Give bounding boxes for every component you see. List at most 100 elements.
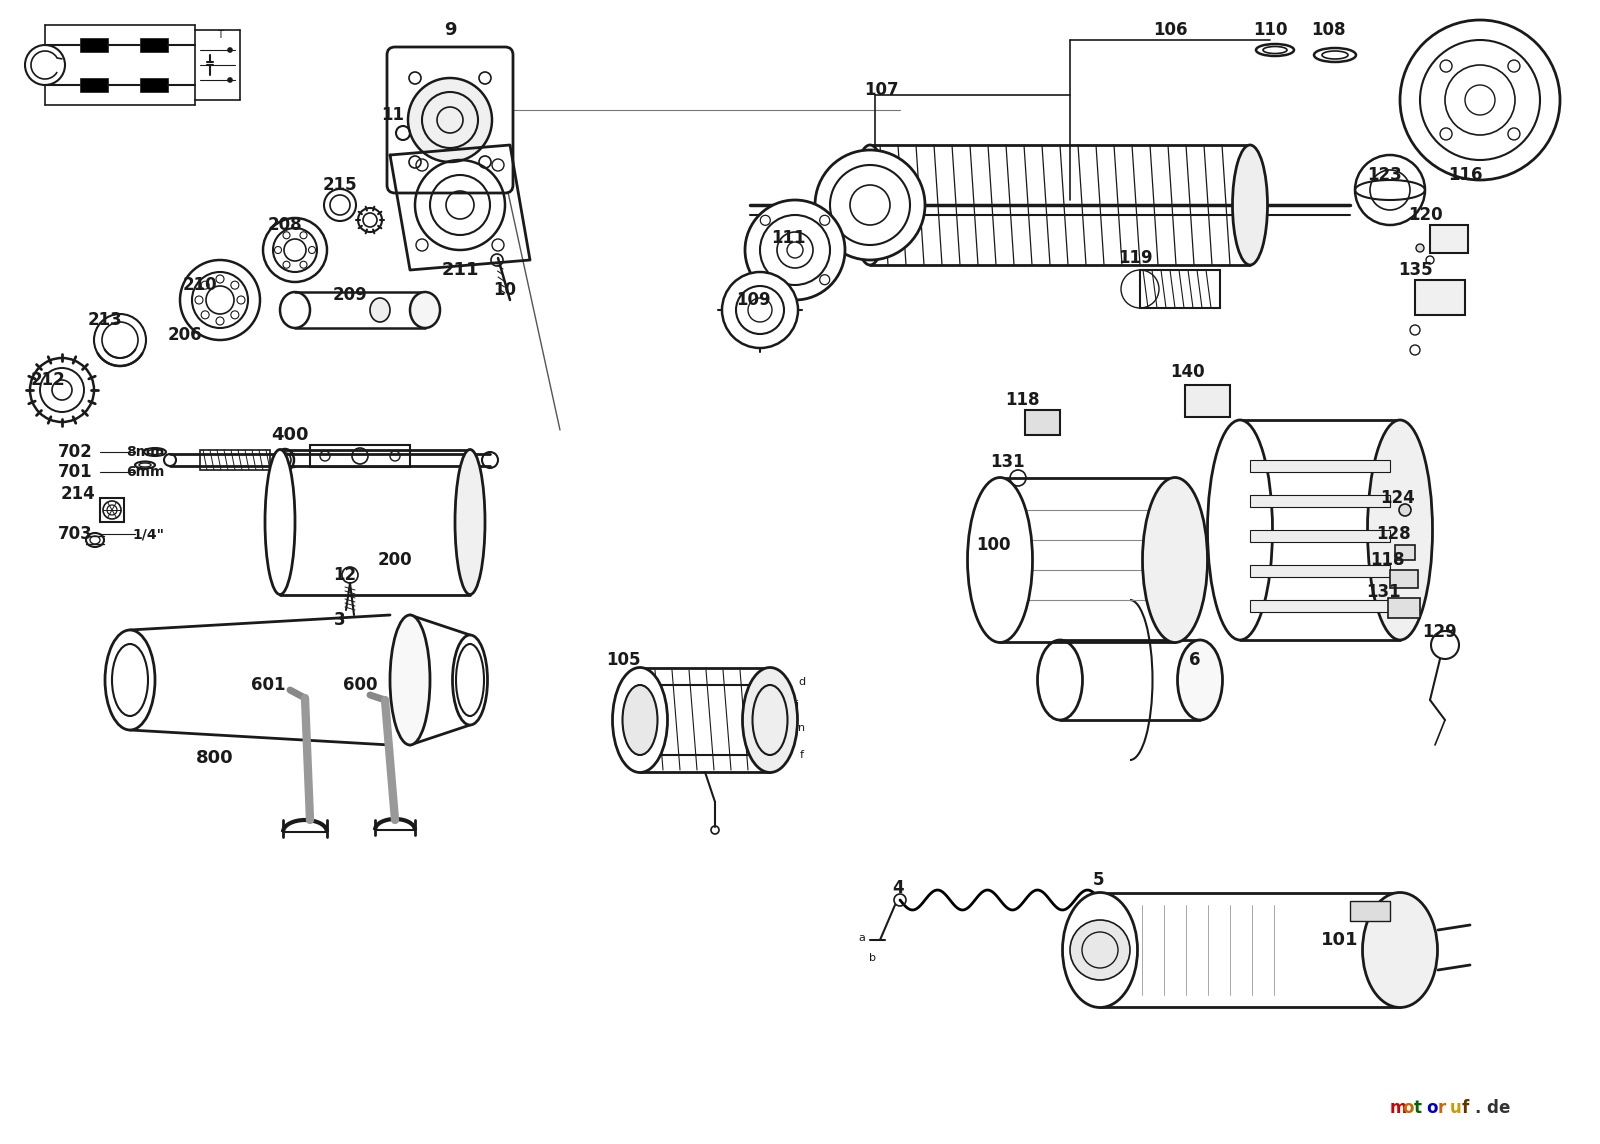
Ellipse shape <box>1178 639 1222 720</box>
Ellipse shape <box>622 685 658 755</box>
Text: 5: 5 <box>1093 871 1104 889</box>
Bar <box>1250 565 1390 577</box>
Text: 129: 129 <box>1422 623 1458 641</box>
Text: 109: 109 <box>736 291 770 309</box>
Ellipse shape <box>968 477 1032 643</box>
Circle shape <box>746 200 845 300</box>
Text: 9: 9 <box>443 21 456 39</box>
Text: 703: 703 <box>58 525 93 543</box>
Bar <box>1389 598 1421 618</box>
Text: 131: 131 <box>990 453 1026 471</box>
Text: 118: 118 <box>1005 391 1040 410</box>
Text: r: r <box>1438 1099 1446 1117</box>
Text: 116: 116 <box>1448 166 1482 184</box>
Text: 105: 105 <box>606 651 640 669</box>
Text: d: d <box>798 677 805 688</box>
Ellipse shape <box>410 292 440 328</box>
Text: 1/4": 1/4" <box>131 527 165 541</box>
Text: 210: 210 <box>182 276 218 294</box>
Ellipse shape <box>613 667 667 772</box>
Bar <box>1414 280 1466 315</box>
Bar <box>1390 570 1418 588</box>
Text: T: T <box>218 30 222 40</box>
Text: 123: 123 <box>1368 166 1402 184</box>
Text: o: o <box>1426 1099 1437 1117</box>
Text: 209: 209 <box>333 286 368 304</box>
Circle shape <box>408 78 493 162</box>
Ellipse shape <box>1142 477 1208 643</box>
Text: 600: 600 <box>342 676 378 694</box>
Text: 108: 108 <box>1310 21 1346 39</box>
Bar <box>1250 495 1390 507</box>
Ellipse shape <box>453 635 488 725</box>
Bar <box>1430 225 1469 253</box>
Text: 10: 10 <box>493 281 517 299</box>
Text: m: m <box>1390 1099 1408 1117</box>
Text: 101: 101 <box>1322 931 1358 950</box>
Bar <box>80 38 109 51</box>
Ellipse shape <box>853 145 888 265</box>
Ellipse shape <box>1368 420 1432 639</box>
Ellipse shape <box>370 297 390 321</box>
Text: 107: 107 <box>864 81 899 100</box>
Circle shape <box>1416 244 1424 252</box>
Text: f: f <box>1462 1099 1469 1117</box>
Text: i: i <box>797 700 800 710</box>
Ellipse shape <box>266 450 294 595</box>
Text: n: n <box>798 723 805 733</box>
Text: 213: 213 <box>88 311 122 329</box>
Text: 400: 400 <box>272 426 309 444</box>
Bar <box>80 78 109 92</box>
Text: 6mm: 6mm <box>126 464 165 479</box>
Text: 131: 131 <box>1366 583 1400 601</box>
Bar <box>1186 386 1230 418</box>
Ellipse shape <box>1232 145 1267 265</box>
Circle shape <box>1070 920 1130 980</box>
Text: o: o <box>1402 1099 1413 1117</box>
Circle shape <box>229 78 232 82</box>
Text: 800: 800 <box>197 749 234 766</box>
Text: 6: 6 <box>1189 651 1200 669</box>
Text: 111: 111 <box>771 229 805 247</box>
Bar <box>1395 545 1414 561</box>
Text: 128: 128 <box>1376 525 1410 543</box>
Ellipse shape <box>454 450 485 595</box>
FancyBboxPatch shape <box>387 47 514 193</box>
Text: f: f <box>800 750 805 760</box>
Bar <box>200 450 270 470</box>
Text: 8mm: 8mm <box>126 445 165 459</box>
Text: u: u <box>1450 1099 1462 1117</box>
Circle shape <box>722 272 798 348</box>
Text: 601: 601 <box>251 676 285 694</box>
Bar <box>1250 599 1390 612</box>
Text: a: a <box>859 934 866 943</box>
Text: 140: 140 <box>1170 363 1205 381</box>
Text: e: e <box>1498 1099 1509 1117</box>
Text: 208: 208 <box>267 216 302 235</box>
Text: 124: 124 <box>1381 488 1416 507</box>
Text: 106: 106 <box>1152 21 1187 39</box>
Text: d: d <box>1486 1099 1498 1117</box>
Text: t: t <box>1414 1099 1422 1117</box>
Text: 701: 701 <box>58 463 93 480</box>
Text: 214: 214 <box>61 485 96 503</box>
Bar <box>1350 901 1390 921</box>
Text: b: b <box>869 953 875 963</box>
Text: 110: 110 <box>1253 21 1288 39</box>
Text: 702: 702 <box>58 443 93 461</box>
Text: 12: 12 <box>333 566 357 583</box>
Ellipse shape <box>1062 892 1138 1008</box>
Text: 200: 200 <box>378 551 413 569</box>
Ellipse shape <box>742 667 797 772</box>
Circle shape <box>814 150 925 260</box>
Ellipse shape <box>390 615 430 745</box>
Text: 11: 11 <box>381 106 405 124</box>
Bar <box>310 445 410 467</box>
Text: 118: 118 <box>1370 551 1405 569</box>
Text: .: . <box>1474 1099 1480 1117</box>
Text: 212: 212 <box>30 371 66 389</box>
Text: 215: 215 <box>323 176 357 194</box>
Text: 120: 120 <box>1408 206 1442 224</box>
Circle shape <box>1400 19 1560 180</box>
Ellipse shape <box>1363 892 1437 1008</box>
